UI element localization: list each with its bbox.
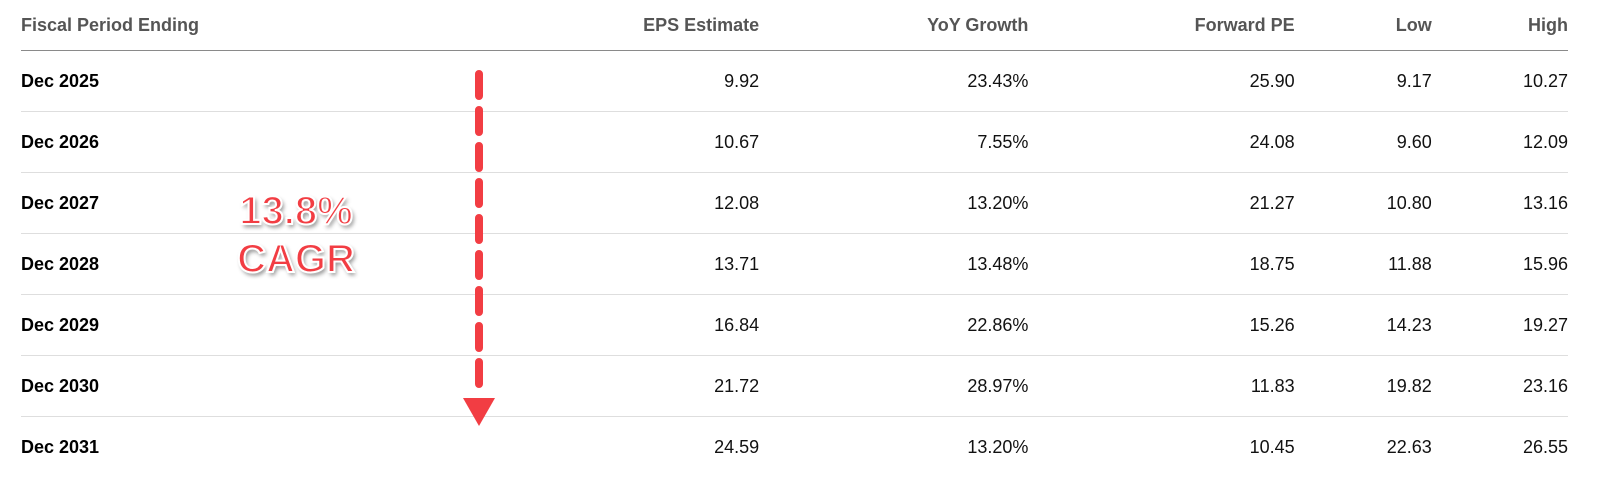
cell-low: 19.82	[1294, 355, 1432, 417]
dashed-arrow-down-icon	[463, 70, 495, 426]
cagr-value-label: 13.8%	[238, 188, 353, 234]
cell-eps-estimate: 16.84	[451, 294, 760, 356]
cell-low: 14.23	[1294, 294, 1432, 356]
cell-yoy-growth: 13.48%	[759, 233, 1029, 295]
cell-high: 19.27	[1431, 294, 1568, 356]
cell-yoy-growth: 23.43%	[759, 50, 1029, 112]
cell-eps-estimate: 9.92	[451, 50, 760, 112]
table-row: Dec 2031 24.59 13.20% 10.45 22.63 26.55	[21, 417, 1568, 478]
table-row: Dec 2027 12.08 13.20% 21.27 10.80 13.16	[21, 172, 1568, 234]
cell-low: 22.63	[1386, 436, 1432, 457]
cell-yoy-growth: 22.86%	[759, 294, 1029, 356]
eps-estimates-table: Fiscal Period Ending EPS Estimate YoY Gr…	[21, 0, 1568, 477]
cell-fiscal-period: Dec 2027	[21, 172, 451, 234]
cell-forward-pe: 10.45	[1249, 436, 1295, 457]
table-body: Dec 2025 9.92 23.43% 25.90 9.17 10.27 De…	[21, 50, 1568, 478]
cell-eps-estimate: 13.71	[451, 233, 760, 295]
cell-yoy-growth: 28.97%	[759, 355, 1029, 417]
cell-fiscal-period: Dec 2030	[21, 355, 451, 417]
cell-yoy-growth: 13.20%	[759, 172, 1029, 234]
cagr-annotation: 13.8% CAGR	[226, 187, 366, 283]
table-row: Dec 2026 10.67 7.55% 24.08 9.60 12.09	[21, 111, 1568, 173]
table-header: Fiscal Period Ending EPS Estimate YoY Gr…	[21, 0, 1568, 51]
cell-forward-pe: 11.83	[1028, 355, 1295, 417]
column-header-high[interactable]: High	[1431, 0, 1568, 51]
cell-eps-estimate: 21.72	[451, 355, 760, 417]
cell-fiscal-period: Dec 2029	[21, 294, 451, 356]
cell-high: 12.09	[1431, 111, 1568, 173]
cell-forward-pe: 15.26	[1028, 294, 1295, 356]
cell-forward-pe: 25.90	[1028, 50, 1295, 112]
cell-forward-pe: 24.08	[1028, 111, 1295, 173]
cell-high: 13.16	[1431, 172, 1568, 234]
cell-fiscal-period: Dec 2028	[21, 233, 451, 295]
cell-high: 10.27	[1431, 50, 1568, 112]
cell-fiscal-period: Dec 2025	[21, 50, 451, 112]
cell-low: 9.17	[1294, 50, 1432, 112]
cell-fiscal-period: Dec 2026	[21, 111, 451, 173]
cell-high: 26.55	[1522, 436, 1568, 457]
column-header-eps-estimate[interactable]: EPS Estimate	[451, 0, 760, 51]
cell-eps-estimate: 10.67	[451, 111, 760, 173]
cell-yoy-growth: 7.55%	[759, 111, 1029, 173]
cagr-text-label: CAGR	[236, 236, 356, 282]
cell-forward-pe: 18.75	[1028, 233, 1295, 295]
cell-eps-estimate: 24.59	[714, 436, 760, 457]
cell-low: 10.80	[1294, 172, 1432, 234]
cell-low: 11.88	[1294, 233, 1432, 295]
column-header-yoy-growth[interactable]: YoY Growth	[759, 0, 1029, 51]
cell-yoy-growth: 13.20%	[967, 436, 1029, 457]
cell-fiscal-period: Dec 2031	[21, 436, 100, 457]
column-header-fiscal-period[interactable]: Fiscal Period Ending	[21, 0, 451, 51]
header-row: Fiscal Period Ending EPS Estimate YoY Gr…	[21, 0, 1568, 51]
table-row: Dec 2029 16.84 22.86% 15.26 14.23 19.27	[21, 294, 1568, 356]
column-header-low[interactable]: Low	[1294, 0, 1432, 51]
column-header-forward-pe[interactable]: Forward PE	[1028, 0, 1295, 51]
cell-forward-pe: 21.27	[1028, 172, 1295, 234]
cell-high: 23.16	[1431, 355, 1568, 417]
table-row: Dec 2030 21.72 28.97% 11.83 19.82 23.16	[21, 355, 1568, 417]
cell-low: 9.60	[1294, 111, 1432, 173]
table-row: Dec 2025 9.92 23.43% 25.90 9.17 10.27	[21, 50, 1568, 112]
cell-eps-estimate: 12.08	[451, 172, 760, 234]
eps-estimates-table-container: Fiscal Period Ending EPS Estimate YoY Gr…	[21, 0, 1568, 477]
cell-high: 15.96	[1431, 233, 1568, 295]
table-row: Dec 2028 13.71 13.48% 18.75 11.88 15.96	[21, 233, 1568, 295]
